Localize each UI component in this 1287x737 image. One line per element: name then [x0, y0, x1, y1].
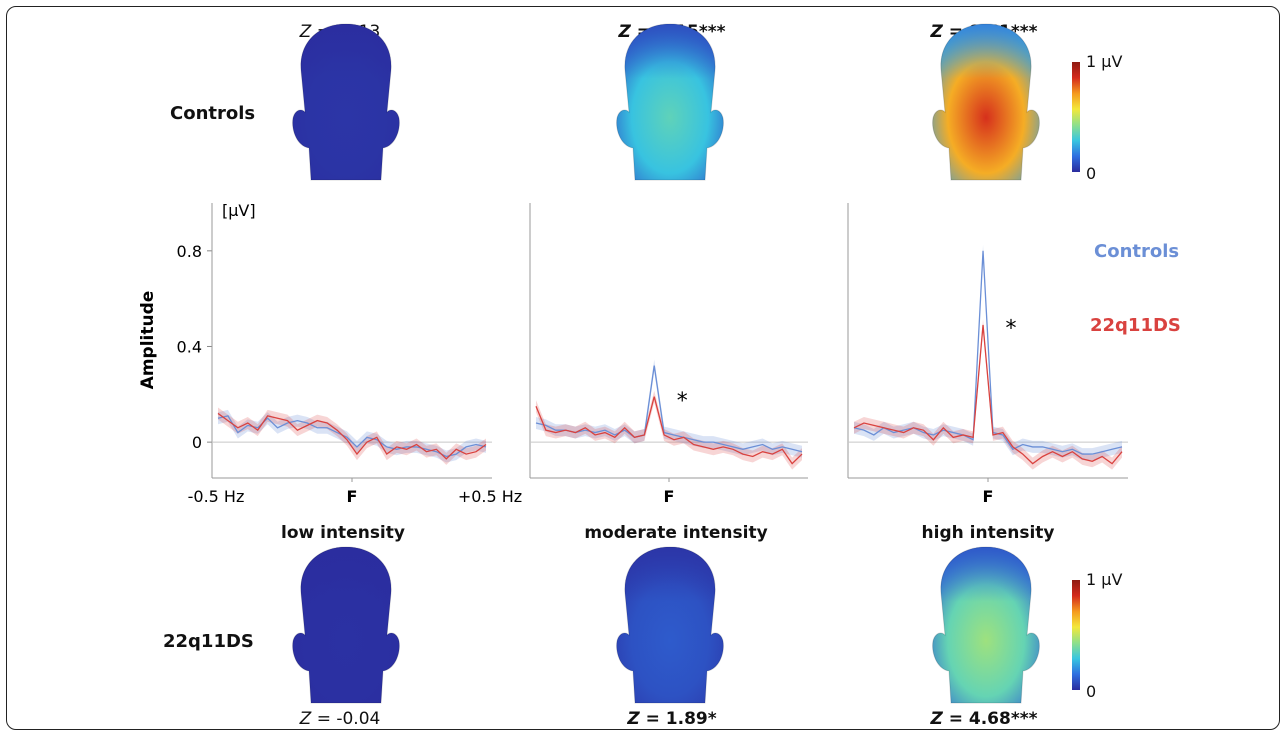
z-score-22q11ds-high: Z = 4.68*** — [930, 709, 1038, 729]
colorbar-controls — [1072, 62, 1080, 172]
series-line-22q11ds — [853, 324, 1123, 465]
series-line-22q11ds — [535, 396, 803, 465]
z-score-22q11ds-low: Z = -0.04 — [299, 709, 381, 729]
x-tick-label-center: F — [347, 487, 358, 506]
colorbar-22q11ds — [1072, 580, 1080, 690]
x-tick-label-left: -0.5 Hz — [188, 487, 245, 506]
x-tick-label-right: +0.5 Hz — [458, 487, 522, 506]
topomap-controls-low — [292, 23, 400, 181]
condition-label-high: high intensity — [921, 523, 1055, 543]
x-tick-label-center: F — [983, 487, 994, 506]
figure-frame — [6, 6, 1280, 730]
y-axis-label: Amplitude — [138, 291, 158, 390]
colorbar-max-label: 1 µV — [1086, 570, 1123, 589]
series-line-controls — [853, 250, 1123, 455]
error-band-22q11ds — [218, 407, 486, 465]
z-score-22q11ds-moderate: Z = 1.89* — [627, 709, 717, 729]
colorbar-max-label: 1 µV — [1086, 52, 1123, 71]
y-tick-label: 0.4 — [177, 337, 202, 356]
y-tick-label: 0 — [192, 433, 202, 452]
condition-label-moderate: moderate intensity — [584, 523, 768, 543]
topomap-controls-moderate — [616, 23, 724, 181]
group-label-22q11ds: 22q11DS — [163, 631, 254, 652]
series-line-controls — [535, 365, 803, 453]
significance-marker: * — [1006, 316, 1017, 341]
topomap-22q11ds-moderate — [616, 546, 724, 704]
topomap-22q11ds-high — [932, 546, 1040, 704]
colorbar-min-label: 0 — [1086, 164, 1097, 183]
y-unit-label: [µV] — [222, 201, 256, 220]
group-label-controls: Controls — [170, 103, 256, 124]
topomap-controls-high — [932, 23, 1040, 181]
y-tick-label: 0.8 — [177, 242, 202, 261]
legend-22q11ds: 22q11DS — [1090, 315, 1181, 336]
topomap-22q11ds-low — [292, 546, 400, 704]
series-line-22q11ds — [217, 412, 487, 460]
legend-controls: Controls — [1094, 241, 1179, 262]
condition-label-low: low intensity — [281, 523, 405, 543]
significance-marker: * — [677, 389, 688, 414]
colorbar-min-label: 0 — [1086, 682, 1097, 701]
x-tick-label-center: F — [664, 487, 675, 506]
error-band-controls — [218, 409, 486, 463]
